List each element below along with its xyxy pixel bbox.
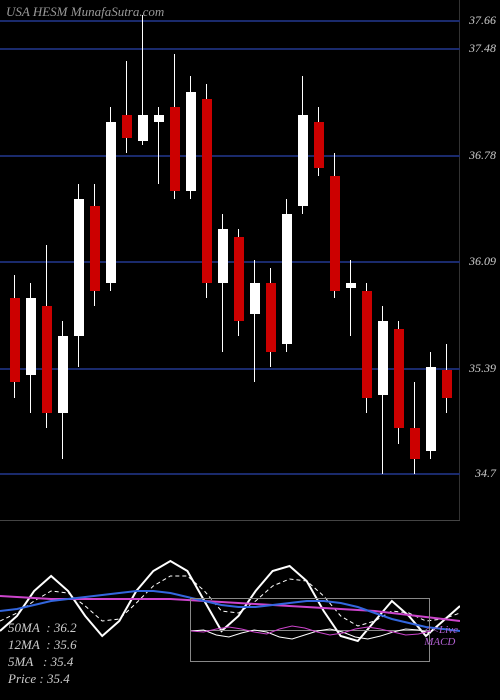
price-axis-label: 34.7 [475,466,496,481]
support-line [0,261,460,263]
support-line [0,48,460,50]
price-axis-label: 35.39 [469,361,496,376]
candlestick-panel [0,0,460,520]
macd-inset [190,598,430,662]
support-line [0,20,460,22]
price-axis-label: 36.09 [469,254,496,269]
support-line [0,473,460,475]
support-line [0,155,460,157]
macd-label: <<LiveMACD [424,624,458,648]
price-axis-label: 37.48 [469,41,496,56]
price-axis-label: 36.78 [469,148,496,163]
stats-block: 50MA : 36.212MA : 35.65MA : 35.4Price : … [8,620,77,688]
indicator-panel: <<LiveMACD 50MA : 36.212MA : 35.65MA : 3… [0,520,460,696]
support-line [0,368,460,370]
stat-row: 12MA : 35.6 [8,637,77,654]
macd-line [191,626,431,635]
chart-title: USA HESM MunafaSutra.com [6,4,164,20]
stock-chart: USA HESM MunafaSutra.com 37.66 37.48 36.78… [0,0,500,700]
price-axis-label: 37.66 [469,13,496,28]
stat-row: 5MA : 35.4 [8,654,77,671]
stat-row: Price : 35.4 [8,671,77,688]
stat-row: 50MA : 36.2 [8,620,77,637]
